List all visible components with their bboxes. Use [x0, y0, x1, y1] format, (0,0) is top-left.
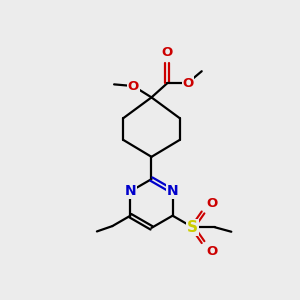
Text: S: S	[187, 220, 198, 235]
Text: O: O	[162, 46, 173, 59]
Text: O: O	[207, 197, 218, 210]
Text: O: O	[182, 76, 194, 90]
Text: O: O	[207, 244, 218, 257]
Text: O: O	[128, 80, 139, 93]
Text: N: N	[124, 184, 136, 198]
Text: N: N	[167, 184, 178, 198]
